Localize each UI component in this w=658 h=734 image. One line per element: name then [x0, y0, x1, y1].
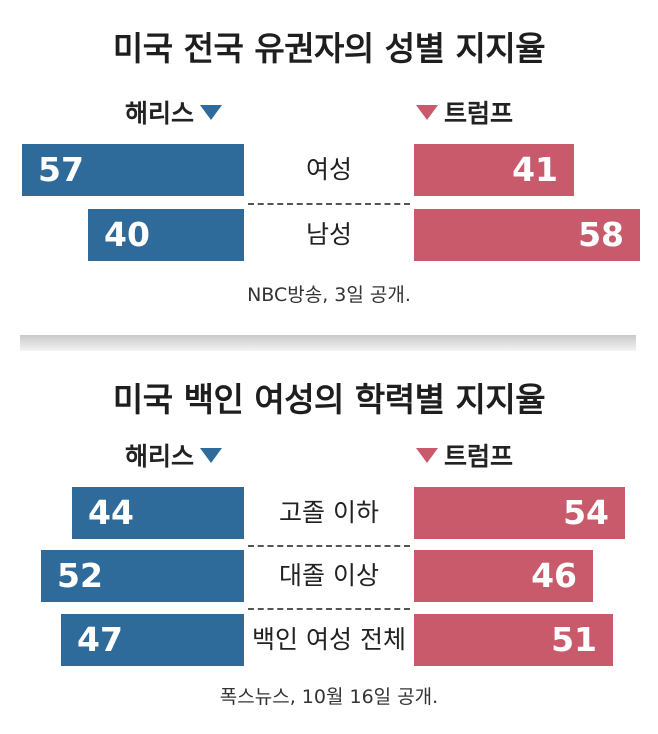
- category-label: 고졸 이하: [279, 498, 379, 527]
- data-label-trump: 46: [531, 556, 577, 595]
- bar-trump: [414, 550, 593, 602]
- data-label-trump: 41: [512, 150, 558, 189]
- row-separator: [248, 608, 410, 610]
- bar-trump: [414, 209, 640, 261]
- row-separator: [248, 203, 410, 205]
- bar-trump: [414, 487, 625, 539]
- data-label-harris: 44: [88, 493, 134, 532]
- legend-label: 해리스: [125, 442, 195, 471]
- legend-label: 트럼프: [444, 442, 514, 471]
- triangle-down-icon: [416, 447, 438, 463]
- data-label-trump: 54: [563, 493, 609, 532]
- legend-trump: 트럼프: [416, 94, 513, 130]
- bar-trump: [414, 614, 613, 666]
- triangle-down-icon: [416, 104, 438, 120]
- chart-title: 미국 백인 여성의 학력별 지지율: [112, 380, 546, 419]
- data-label-trump: 58: [578, 215, 624, 254]
- triangle-down-icon: [200, 447, 223, 463]
- data-label-harris: 57: [38, 150, 84, 189]
- data-label-harris: 47: [77, 620, 123, 659]
- bar-harris: [61, 614, 244, 666]
- legend-harris: 해리스: [125, 437, 223, 473]
- legend-trump: 트럼프: [416, 437, 513, 473]
- category-label: 백인 여성 전체: [252, 625, 406, 654]
- source-note: NBC방송, 3일 공개.: [247, 284, 411, 306]
- bar-harris: [88, 209, 244, 261]
- legend-label: 해리스: [125, 99, 195, 128]
- triangle-down-icon: [200, 104, 223, 120]
- bar-trump: [414, 144, 574, 196]
- bar-harris: [22, 144, 244, 196]
- bar-harris: [41, 550, 244, 602]
- bar-harris: [72, 487, 244, 539]
- data-label-harris: 52: [57, 556, 103, 595]
- section-divider: [20, 335, 636, 351]
- legend-harris: 해리스: [125, 94, 223, 130]
- row-separator: [248, 545, 410, 547]
- category-label: 남성: [305, 220, 352, 249]
- legend-label: 트럼프: [444, 99, 514, 128]
- data-label-trump: 51: [551, 620, 597, 659]
- category-label: 대졸 이상: [279, 561, 379, 590]
- chart-title: 미국 전국 유권자의 성별 지지율: [112, 29, 546, 68]
- category-label: 여성: [305, 155, 352, 184]
- data-label-harris: 40: [104, 215, 150, 254]
- source-note: 폭스뉴스, 10월 16일 공개.: [219, 686, 439, 708]
